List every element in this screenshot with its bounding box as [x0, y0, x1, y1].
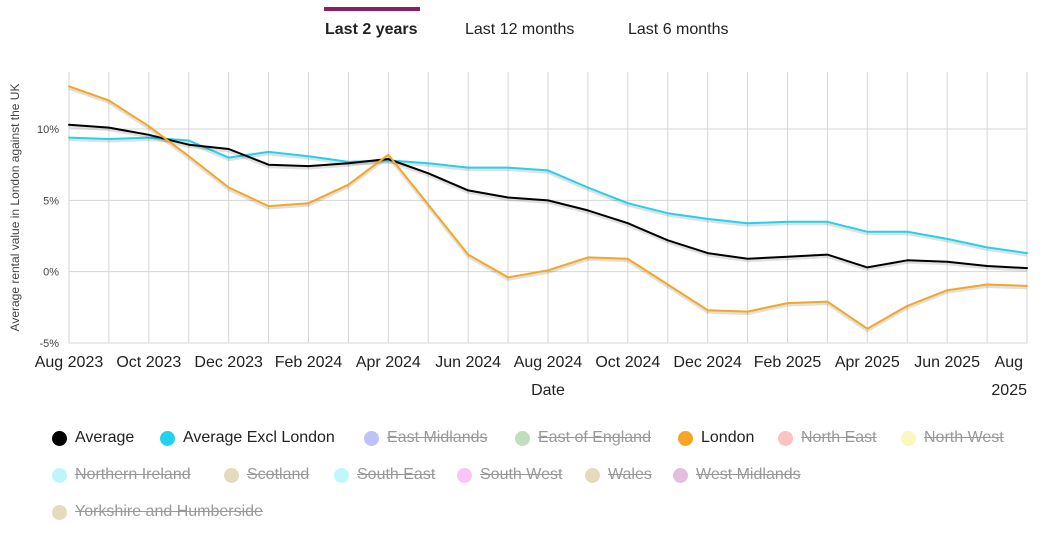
x-tick-label: Jun 2024 [435, 354, 501, 371]
y-axis-title: Average rental value in London against t… [8, 84, 22, 332]
legend-label: North West [924, 429, 1004, 446]
tab-last-12-months[interactable]: Last 12 months [465, 21, 575, 38]
legend-item-north-east[interactable]: North East [778, 428, 877, 448]
legend-dot-icon [334, 467, 349, 483]
x-tick-label: Feb 2024 [275, 354, 343, 371]
legend-dot-icon [160, 430, 175, 446]
y-tick-label: 0% [43, 267, 59, 279]
legend-item-east-of-england[interactable]: East of England [515, 428, 651, 448]
legend-label: Northern Ireland [75, 466, 191, 483]
legend-label: West Midlands [696, 466, 801, 483]
legend-item-london[interactable]: London [678, 428, 754, 448]
series-line-london [68, 85, 1028, 330]
legend-label: East Midlands [387, 429, 488, 446]
legend-dot-icon [457, 467, 472, 483]
legend-label: Scotland [247, 466, 310, 483]
x-tick-label: Oct 2023 [116, 354, 181, 371]
legend-dot-icon [52, 467, 67, 483]
x-tick-label: Apr 2025 [835, 354, 900, 371]
legend-label: Average [75, 429, 135, 446]
active-tab-indicator [324, 7, 420, 11]
legend-item-yorkshire-and-humberside[interactable]: Yorkshire and Humberside [52, 502, 263, 522]
legend-label: Average Excl London [183, 429, 335, 446]
y-tick-label: -5% [39, 338, 59, 350]
legend-label: South West [480, 466, 563, 483]
legend-item-south-east[interactable]: South East [334, 465, 435, 485]
legend-dot-icon [901, 430, 916, 446]
x-tick-label: Dec 2024 [673, 354, 742, 371]
y-tick-label: 5% [43, 195, 59, 207]
y-tick-label: 10% [37, 124, 59, 136]
legend-item-west-midlands[interactable]: West Midlands [673, 465, 801, 485]
legend-dot-icon [778, 430, 793, 446]
series-shadow [68, 125, 1028, 272]
rental-chart: -5% 0% 5% 10% Aug 2023 Oct 2023 Dec 2023 Feb 20… [8, 72, 1028, 399]
x-tick-label: Feb 2025 [754, 354, 822, 371]
legend-dot-icon [678, 430, 693, 446]
legend-dot-icon [52, 430, 67, 446]
legend-label: London [701, 429, 755, 446]
legend-dot-icon [52, 504, 67, 520]
x-tick-label: Apr 2024 [356, 354, 421, 371]
x-tick-label: Oct 2024 [595, 354, 660, 371]
tab-last-2-years[interactable]: Last 2 years [325, 21, 418, 38]
legend-label: South East [357, 466, 436, 483]
series-line-average [68, 123, 1028, 270]
x-tick-label: Dec 2023 [194, 354, 263, 371]
legend-item-wales[interactable]: Wales [585, 465, 652, 485]
legend-dot-icon [673, 467, 688, 483]
legend-dot-icon [585, 467, 600, 483]
legend-dot-icon [364, 430, 379, 446]
x-tick-label: Jun 2025 [914, 354, 980, 371]
legend-item-average[interactable]: Average [52, 428, 134, 448]
legend-label: Yorkshire and Humberside [75, 503, 263, 520]
legend-item-average-excl-london[interactable]: Average Excl London [160, 428, 335, 448]
series-shadow [68, 138, 1028, 257]
legend-label: North East [801, 429, 877, 446]
series-shadow [68, 86, 1028, 333]
x-axis-title: Date [531, 382, 565, 399]
legend-item-east-midlands[interactable]: East Midlands [364, 428, 488, 448]
legend-dot-icon [515, 430, 530, 446]
x-tick-label: Aug 2023 [35, 354, 104, 371]
legend-item-northern-ireland[interactable]: Northern Ireland [52, 465, 191, 485]
legend-label: East of England [538, 429, 651, 446]
legend-dot-icon [224, 467, 239, 483]
x-tick-label: Aug 2024 [514, 354, 583, 371]
legend-item-scotland[interactable]: Scotland [224, 465, 309, 485]
series-line-average-excl-london [68, 136, 1028, 255]
legend-label: Wales [608, 466, 652, 483]
x-tick-label: Aug 2025 [991, 354, 1027, 399]
tab-last-6-months[interactable]: Last 6 months [628, 21, 729, 38]
legend-item-south-west[interactable]: South West [457, 465, 562, 485]
legend-item-north-west[interactable]: North West [901, 428, 1004, 448]
range-tabs: Last 2 years Last 12 months Last 6 month… [0, 0, 1062, 50]
